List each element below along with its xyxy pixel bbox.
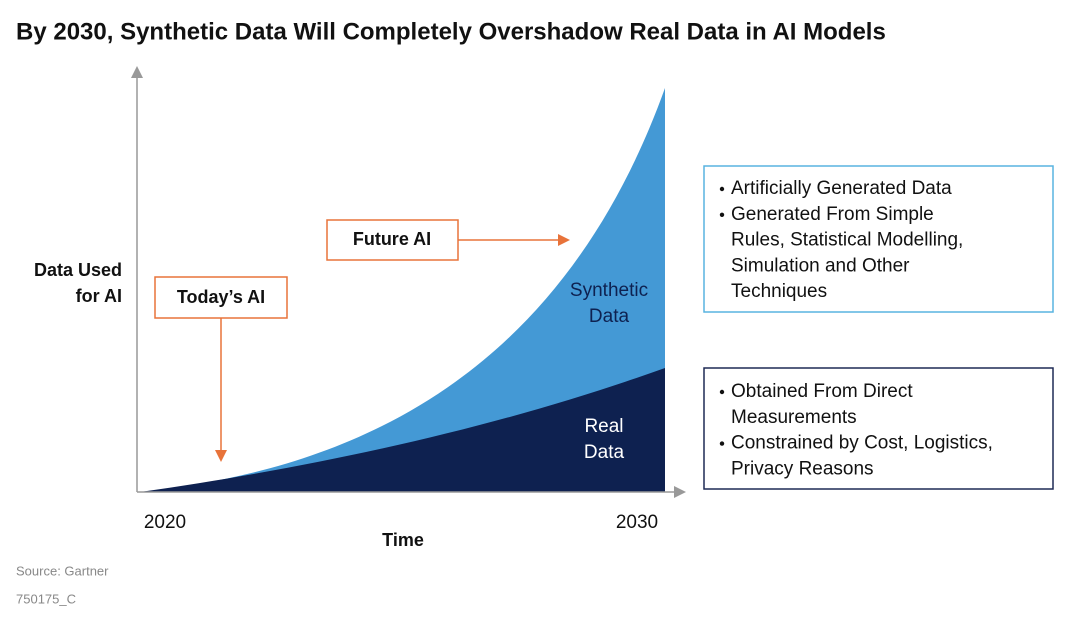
y-axis-label: for AI	[76, 286, 122, 306]
source: Source: Gartner	[16, 563, 109, 578]
bullet	[719, 441, 725, 446]
box-text: Constrained by Cost, Logistics,	[731, 433, 993, 454]
box-text: Measurements	[731, 407, 857, 428]
box-text: Simulation and Other	[731, 255, 910, 276]
area-label: Data	[589, 306, 630, 327]
real-area	[140, 368, 665, 492]
y-axis-label: Data Used	[34, 260, 122, 280]
callout: Future AI	[353, 229, 431, 249]
box-text: Techniques	[731, 281, 827, 302]
real-box	[703, 367, 1054, 490]
x-start-label: 2020	[144, 512, 186, 533]
area-label: Real	[584, 416, 623, 437]
x-end-label: 2030	[616, 512, 658, 533]
area-label: Synthetic	[570, 280, 648, 301]
box-text: Generated From Simple	[731, 204, 934, 225]
box-text: Privacy Reasons	[731, 458, 874, 479]
bullet	[719, 186, 725, 192]
area-label: Data	[584, 442, 625, 463]
title: By 2030, Synthetic Data Will Completely …	[16, 18, 886, 45]
x-axis-label: Time	[382, 530, 424, 550]
synthetic-area	[140, 88, 665, 492]
callout: Today’s AI	[177, 287, 265, 307]
box-text: Obtained From Direct	[731, 381, 913, 402]
synthetic-box	[703, 165, 1054, 313]
bullet	[719, 212, 725, 217]
box-text: Artificially Generated Data	[731, 178, 952, 199]
bullet	[719, 389, 725, 395]
callout-box	[154, 276, 288, 319]
box-text: Rules, Statistical Modelling,	[731, 230, 963, 251]
doc-id: 750175_C	[16, 591, 76, 606]
